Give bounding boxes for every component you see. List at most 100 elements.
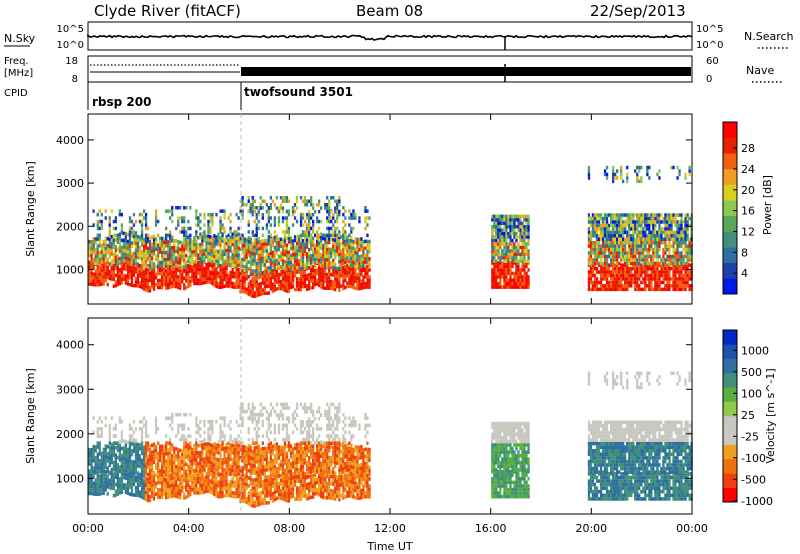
power-cell [283, 263, 287, 267]
power-cell [279, 244, 283, 248]
power-cell [116, 269, 119, 273]
velocity-cell [175, 487, 178, 491]
velocity-cell [154, 416, 158, 420]
power-cell [295, 219, 299, 224]
power-cell [519, 275, 522, 279]
power-cell [241, 216, 244, 220]
power-cell [330, 219, 333, 224]
power-cell [605, 261, 609, 266]
velocity-cell [163, 452, 166, 456]
velocity-cell [197, 480, 200, 484]
velocity-cell [171, 476, 174, 480]
velocity-cell [106, 466, 109, 470]
velocity-cell [201, 447, 204, 451]
power-cell [295, 252, 299, 256]
power-cell [527, 275, 530, 279]
power-cell [146, 278, 150, 283]
power-cell [215, 270, 218, 275]
power-cell [614, 244, 617, 248]
velocity-cell [112, 486, 115, 491]
power-cell [114, 226, 117, 231]
power-cell [336, 249, 339, 253]
power-cell [612, 216, 615, 221]
power-cell [297, 277, 301, 281]
power-cell [666, 247, 669, 252]
power-cell [225, 259, 228, 263]
power-cell [620, 273, 623, 278]
power-cell [591, 234, 595, 238]
power-cell [515, 285, 518, 289]
power-cell [334, 245, 337, 249]
velocity-cell [130, 427, 134, 431]
power-cell [644, 261, 647, 266]
velocity-cell [94, 478, 97, 482]
power-cell [249, 268, 252, 272]
power-cell [187, 281, 190, 285]
velocity-cell [96, 474, 99, 479]
velocity-cell [163, 485, 166, 489]
power-cell [648, 213, 651, 217]
power-cell [644, 244, 647, 248]
velocity-cell [130, 459, 134, 464]
power-cell [632, 220, 635, 224]
power-cell [595, 237, 599, 241]
power-cell [658, 220, 661, 224]
velocity-cell [144, 461, 148, 465]
power-cell [142, 251, 146, 256]
power-cell [261, 274, 264, 278]
power-cell [676, 277, 679, 281]
velocity-cell [146, 495, 150, 499]
power-cell [152, 248, 156, 252]
power-cell [509, 231, 512, 236]
power-cell [251, 294, 254, 298]
power-cell [130, 251, 134, 256]
power-cell [291, 271, 295, 275]
power-cell [271, 289, 274, 293]
power-cell [589, 234, 593, 238]
power-cell [126, 268, 130, 272]
power-cell [511, 271, 514, 276]
power-cell [183, 261, 186, 266]
velocity-cell [203, 446, 206, 450]
velocity-cell [185, 455, 188, 459]
power-cell [231, 260, 234, 264]
velocity-cell [197, 451, 200, 455]
velocity-cell [100, 473, 103, 478]
power-cell [348, 256, 351, 260]
power-cell [501, 238, 504, 243]
power-cell [98, 282, 101, 287]
power-cell [177, 223, 180, 227]
power-cell [662, 254, 665, 259]
power-cell [616, 266, 619, 271]
velocity-cell [157, 488, 160, 492]
power-cell [668, 244, 671, 248]
power-cell [622, 213, 625, 217]
power-cell [330, 251, 333, 255]
power-cell [342, 286, 345, 291]
velocity-cell [104, 488, 107, 492]
power-cell [263, 245, 266, 250]
power-cell [185, 230, 188, 234]
power-cell [259, 206, 262, 210]
power-cell [310, 264, 313, 268]
power-cell [118, 268, 121, 272]
power-cell [626, 258, 629, 262]
power-cell [183, 247, 186, 252]
power-cell [88, 282, 91, 286]
power-cell [507, 278, 510, 282]
power-cell [511, 238, 514, 243]
power-cell [150, 281, 154, 285]
power-cell [185, 272, 188, 276]
power-cell [243, 258, 246, 262]
power-cell [281, 273, 285, 278]
power-cell [211, 256, 214, 261]
power-cell [497, 282, 500, 286]
power-cell [251, 230, 254, 234]
power-cell [682, 261, 685, 266]
power-cell [610, 216, 613, 221]
cpid-label: CPID [4, 88, 28, 99]
power-cell [636, 220, 639, 224]
velocity-cell [177, 430, 180, 435]
power-cell [503, 218, 506, 222]
power-cell [225, 255, 228, 260]
